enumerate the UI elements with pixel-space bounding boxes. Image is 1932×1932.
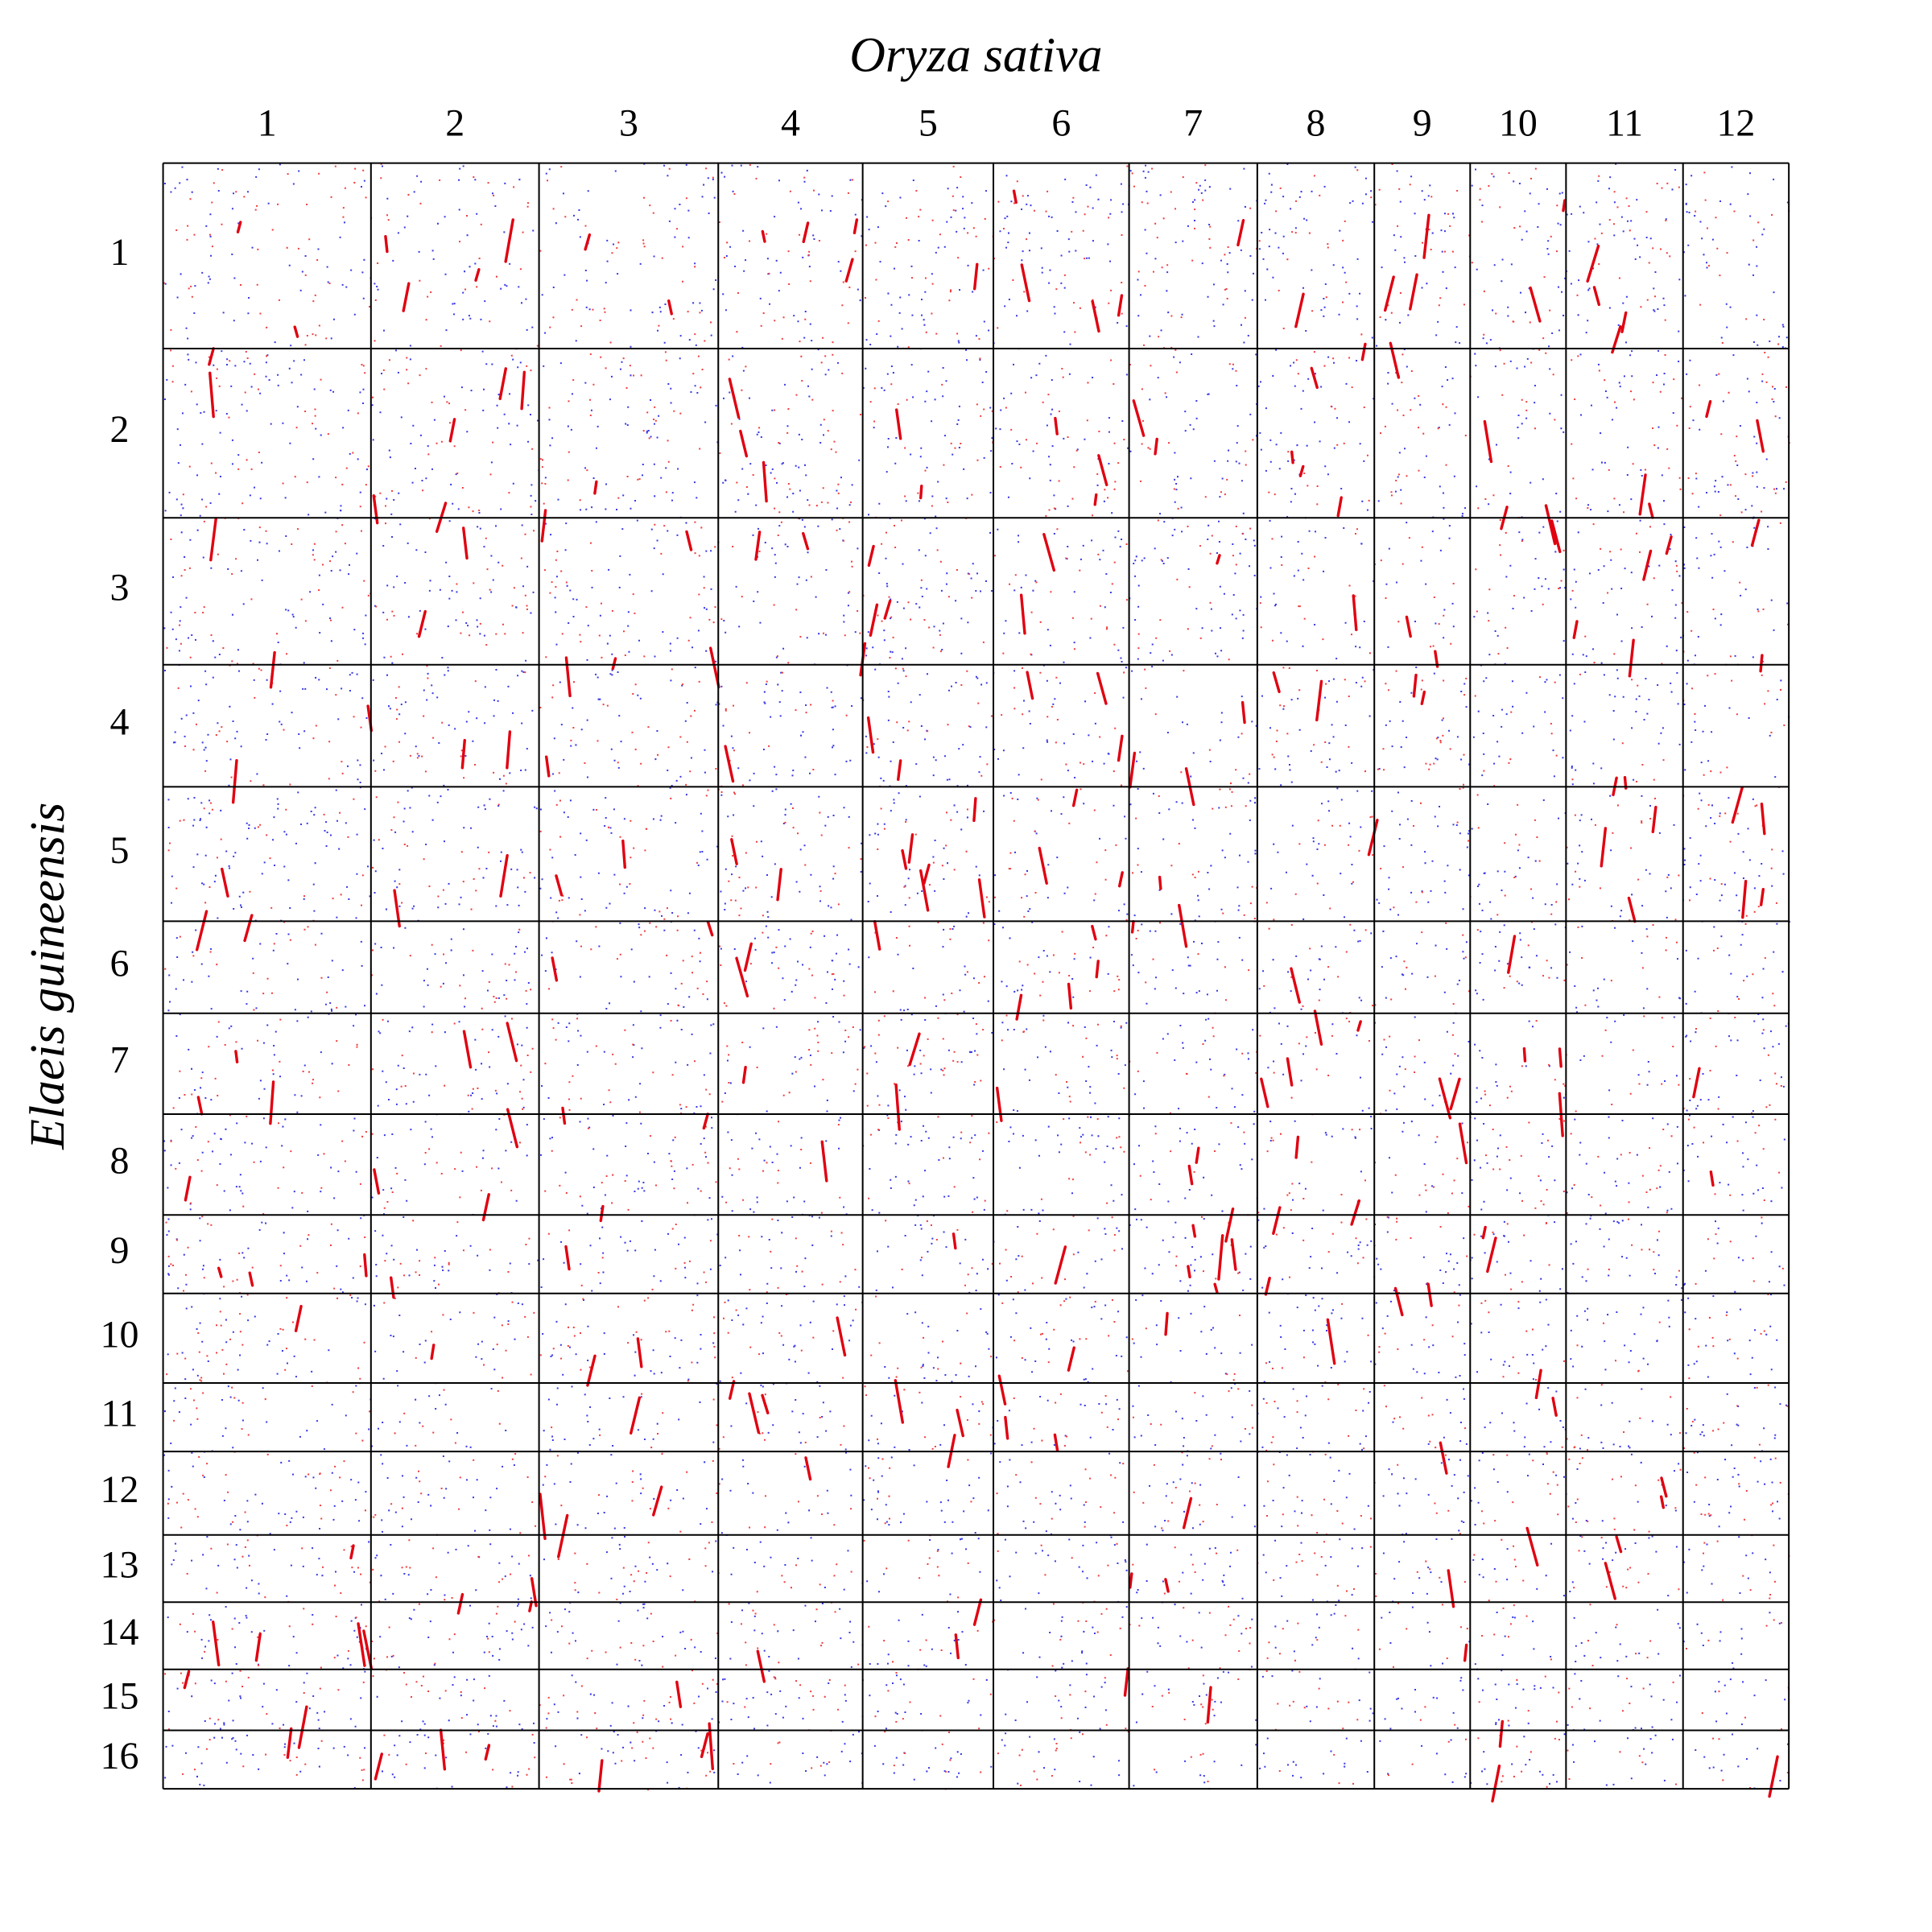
column-label: 4: [781, 102, 800, 145]
row-label: 14: [100, 1611, 138, 1653]
red-segments: [183, 189, 1779, 1803]
column-label: 11: [1606, 102, 1643, 145]
row-label: 9: [109, 1229, 129, 1272]
row-label: 1: [109, 231, 129, 274]
row-label: 7: [109, 1038, 129, 1081]
row-label: 15: [100, 1675, 138, 1718]
dots: [163, 163, 1790, 1803]
column-label: 2: [445, 102, 464, 145]
row-label: 6: [109, 943, 129, 985]
column-label: 3: [619, 102, 638, 145]
row-label: 13: [100, 1543, 138, 1586]
row-label: 8: [109, 1140, 129, 1183]
row-label: 4: [109, 701, 129, 744]
y-axis-label: Elaeis guineensis: [20, 803, 75, 1150]
column-label: 8: [1307, 102, 1326, 145]
row-label: 12: [100, 1468, 138, 1511]
row-label: 16: [100, 1735, 138, 1777]
row-label: 3: [109, 567, 129, 609]
row-label: 10: [100, 1313, 138, 1356]
column-label: 9: [1413, 102, 1432, 145]
column-label: 1: [258, 102, 277, 145]
column-label: 6: [1051, 102, 1071, 145]
column-label: 7: [1183, 102, 1203, 145]
red-dots: [163, 163, 1790, 1791]
row-label: 2: [109, 408, 129, 451]
row-label: 11: [101, 1393, 138, 1435]
column-label: 5: [919, 102, 938, 145]
column-label: 12: [1716, 102, 1755, 145]
grid: [162, 162, 1790, 1790]
blue-dots: [163, 163, 1790, 1790]
row-label: 5: [109, 829, 129, 872]
chart-title: Oryza sativa: [849, 27, 1102, 82]
column-label: 10: [1499, 102, 1538, 145]
